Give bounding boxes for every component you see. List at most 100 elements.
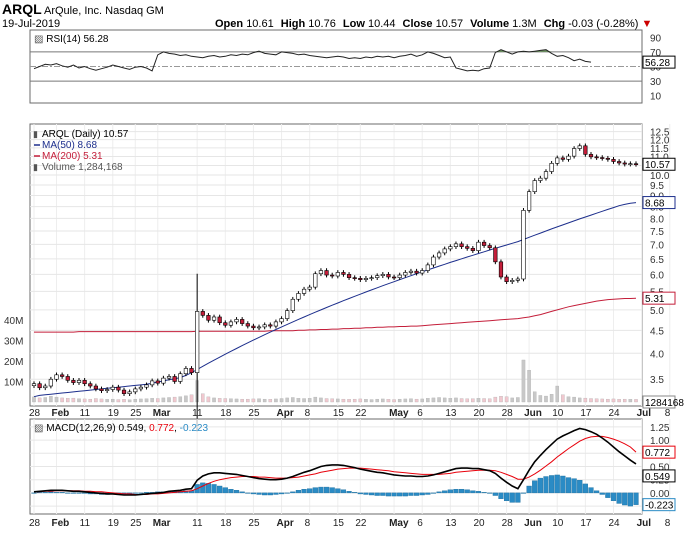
volume-bar-46: [291, 397, 295, 403]
macd-hist-bar-81: [487, 492, 493, 494]
candle-body-107: [633, 163, 639, 165]
macd-hist-bar-95: [565, 477, 572, 494]
price-legend-label-1: MA(50) 8.68: [42, 140, 97, 151]
candle-body-46: [290, 298, 295, 311]
macd-x-label-6-14: 6: [417, 518, 423, 529]
volume-bar-66: [403, 398, 408, 403]
macd-legend-icon: ▨: [34, 423, 46, 434]
candle-body-104: [617, 161, 622, 164]
candles: [31, 143, 639, 432]
ma50-last-label-box: [642, 196, 676, 210]
candle-body-48: [301, 288, 307, 294]
macd-hist-bar-78: [470, 490, 476, 494]
price-legend-item-1: MA(50) 8.68: [34, 140, 97, 151]
volume-bar-32: [212, 397, 216, 403]
macd-hist-bar-73: [442, 490, 448, 494]
macd-x-label-24-21: 24: [608, 518, 620, 529]
x-label-10-19: 10: [552, 408, 564, 419]
macd-hist-bar-94: [560, 475, 566, 494]
macd-hist-bar-44: [278, 492, 285, 495]
candle-body-83: [498, 261, 504, 278]
candle-body-43: [273, 321, 279, 327]
rsi-axis: 907050301056.28: [642, 33, 676, 103]
volume-bar-104: [617, 399, 621, 403]
candle-body-32: [211, 316, 217, 321]
macd-x-label-28-17: 28: [502, 518, 514, 529]
volume-bar-0: [32, 396, 36, 403]
volume-bar-30: [201, 393, 205, 403]
candle-body-69: [420, 270, 425, 274]
macd-hist-bar-45: [284, 492, 290, 494]
volume-bar-58: [358, 398, 363, 403]
candle-body-13: [105, 389, 110, 391]
macd-x-label-Feb-1: Feb: [52, 518, 70, 529]
macd-hist-bar-57: [352, 492, 358, 494]
candle-body-19: [138, 386, 143, 390]
macd-hist-bar-70: [425, 492, 431, 495]
macd-hist-bar-91: [543, 476, 549, 494]
candle-body-27: [183, 368, 189, 375]
volume-tick-20M: 20M: [4, 357, 23, 368]
candle-body-5: [60, 374, 65, 377]
volume-bar-94: [561, 394, 565, 403]
macd-hist-bar-63: [385, 492, 392, 497]
volume-bar-55: [341, 398, 346, 403]
volume-bar-103: [611, 398, 616, 403]
macd-x-label-8-10: 8: [305, 518, 311, 529]
candle-body-67: [408, 270, 414, 273]
candle-body-6: [65, 376, 70, 381]
macd-hist-bar-40: [256, 492, 262, 495]
volume-bar-2: [43, 397, 48, 403]
macd-hist-bar-50: [312, 487, 318, 494]
x-label-17-20: 17: [580, 408, 592, 419]
volume-bar-47: [296, 398, 301, 403]
volume-bar-92: [549, 394, 554, 403]
volume-bar-75: [454, 397, 458, 403]
macd-hist-bar-106: [627, 492, 633, 507]
candle-body-60: [369, 277, 374, 279]
candle-body-33: [217, 316, 222, 324]
candle-body-30: [200, 311, 205, 316]
x-label-May-13: May: [389, 408, 409, 419]
macd-hist-bar-30: [200, 482, 206, 494]
candle-body-38: [245, 323, 250, 327]
price-legend-item-2: MA(200) 5.31: [34, 151, 103, 162]
price-panel: 12.512.011.511.010.510.09.59.08.58.07.57…: [4, 123, 684, 432]
volume-bar-61: [375, 398, 379, 403]
x-label-Jun-18: Jun: [524, 408, 542, 419]
macd-hist-bar-80: [481, 492, 487, 494]
volume-bar-1: [37, 397, 42, 403]
candle-body-36: [234, 319, 239, 323]
macd-hist-bar-87: [520, 492, 527, 494]
candle-body-99: [588, 154, 594, 158]
volume-bar-23: [161, 397, 166, 403]
candle-body-64: [391, 276, 397, 279]
candle-body-9: [82, 380, 87, 385]
price-grid: [30, 124, 671, 406]
volume-bar-102: [606, 398, 610, 403]
x-label-28-0: 28: [29, 408, 41, 419]
macd-hist-bar-48: [301, 488, 307, 494]
price-tick-7.5: 7.5: [650, 227, 664, 238]
candle-body-76: [459, 243, 464, 247]
candle-body-57: [352, 277, 357, 279]
volume-bar-50: [313, 396, 318, 403]
volume-bar-25: [172, 396, 177, 403]
ma200-last-label-box: [642, 291, 676, 305]
candle-body-31: [206, 315, 211, 321]
volume-bar-101: [600, 398, 604, 403]
ma50-line: [33, 202, 637, 398]
candle-body-17: [127, 391, 132, 394]
macd-x-label-19-3: 19: [108, 518, 120, 529]
candle-body-91: [543, 171, 549, 179]
macd-hist-bar-61: [374, 492, 380, 496]
price-tick-12.5: 12.5: [650, 128, 670, 139]
volume-tick-30M: 30M: [4, 337, 23, 348]
candle-body-92: [549, 163, 554, 172]
price-tick-4.0: 4.0: [650, 349, 664, 360]
volume-bar-41: [262, 398, 267, 403]
candle-body-89: [532, 180, 537, 192]
price-tick-7.0: 7.0: [650, 240, 664, 251]
volume-bar-49: [307, 398, 312, 403]
